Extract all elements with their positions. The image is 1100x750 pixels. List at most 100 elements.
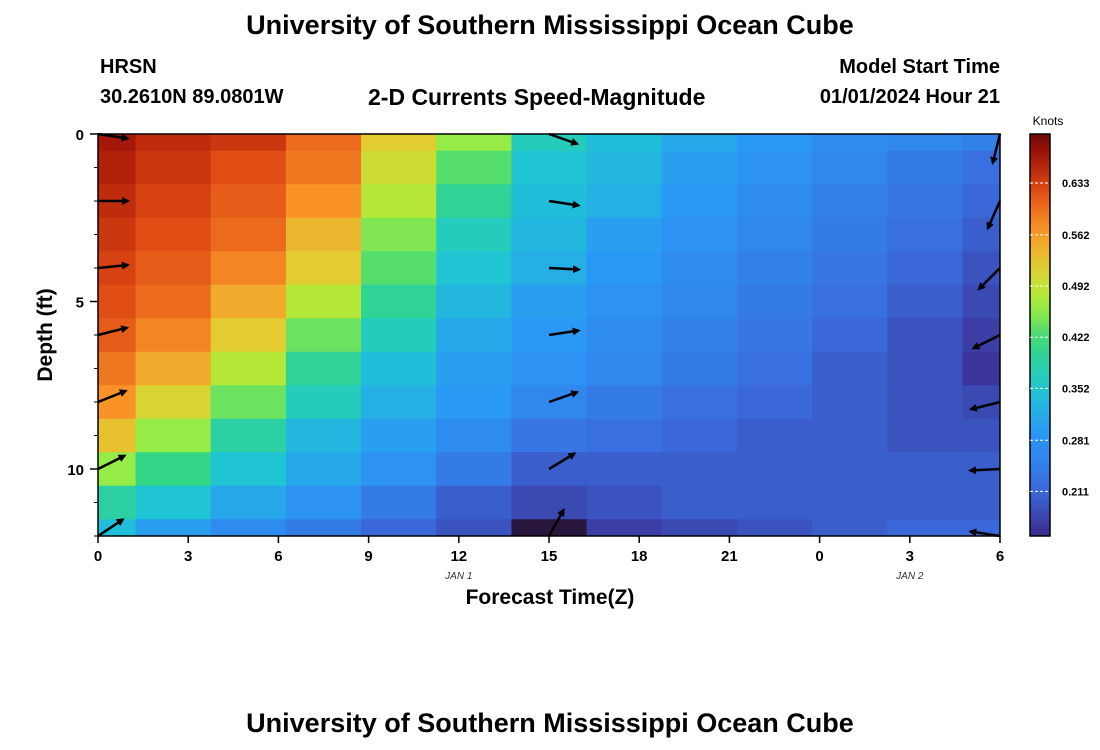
heatmap-cell [812, 184, 888, 219]
heatmap-cell [285, 519, 362, 537]
heatmap-cell [285, 418, 362, 453]
heatmap-cell [812, 284, 888, 319]
heatmap-cell [210, 251, 287, 286]
heatmap-cell [661, 184, 738, 219]
heatmap-cell [887, 217, 963, 252]
heatmap-cell [135, 418, 212, 453]
heatmap-cell [812, 150, 888, 185]
heatmap-cell [736, 150, 813, 185]
heatmap-cell [436, 150, 512, 185]
heatmap-cell [511, 418, 588, 453]
heatmap-cell [962, 351, 1001, 386]
heatmap-cell [361, 452, 437, 487]
heatmap-cell [135, 150, 212, 185]
current-vector-arrow [548, 327, 581, 337]
heatmap-cell [210, 418, 287, 453]
colorbar-title: Knots [1033, 114, 1064, 128]
heatmap-cell [736, 318, 813, 353]
footer-title: University of Southern Mississippi Ocean… [246, 708, 854, 738]
heatmap-cell [98, 519, 137, 537]
heatmap-cell [135, 284, 212, 319]
heatmap-cell [436, 134, 512, 152]
x-tick-label: 6 [274, 548, 282, 565]
heatmap-cell [98, 284, 137, 319]
current-vector-arrow [548, 199, 581, 209]
heatmap-cell [135, 217, 212, 252]
colorbar [1029, 133, 1051, 537]
heatmap-cell [812, 251, 888, 286]
heatmap-cell [736, 134, 813, 152]
heatmap-cell [586, 184, 663, 219]
heatmap-cell [436, 251, 512, 286]
heatmap-cell [361, 318, 437, 353]
heatmap-cell [98, 217, 137, 252]
heatmap-cell [736, 418, 813, 453]
current-vector-arrow [548, 132, 580, 146]
heatmap-cell [586, 519, 663, 537]
heatmap-cell [361, 150, 437, 185]
heatmap-cell [361, 351, 437, 386]
model-start-value: 01/01/2024 Hour 21 [819, 86, 1000, 108]
x-axis: 0 3 6 9 12 15 18 21 0 3 6 JAN 1 JAN 2 [94, 536, 1004, 582]
heatmap-cell [736, 485, 813, 520]
heatmap-cell [98, 318, 137, 353]
current-vector-arrow [971, 333, 1001, 350]
station-coordinates: 30.2610N 89.0801W [100, 86, 284, 108]
heatmap-cell [887, 485, 963, 520]
current-vector-arrow [968, 466, 1001, 475]
x-tick-label: 15 [541, 548, 558, 565]
colorbar-tick-label: 0.633 [1062, 178, 1090, 190]
heatmap-cell [812, 418, 888, 453]
heatmap-cell [661, 251, 738, 286]
heatmap-cell [135, 351, 212, 386]
current-vector-arrow [990, 133, 1002, 166]
colorbar-tick-label: 0.211 [1062, 486, 1089, 498]
heatmap-cell [210, 485, 287, 520]
current-vector-arrow [548, 265, 581, 274]
heatmap-cell [210, 150, 287, 185]
heatmap-cell [962, 134, 1001, 152]
heatmap-cell [586, 452, 663, 487]
heatmap-cell [812, 351, 888, 386]
heatmap-cell [962, 251, 1001, 286]
heatmap-cell [736, 452, 813, 487]
heatmap-cell [887, 150, 963, 185]
date-label: JAN 2 [895, 571, 924, 582]
heatmap-cell [661, 385, 738, 420]
heatmap-cell [436, 217, 512, 252]
heatmap-cell [361, 519, 437, 537]
heatmap-cell [661, 519, 738, 537]
heatmap-cell [511, 519, 588, 537]
heatmap-cell [511, 150, 588, 185]
heatmap-cell [887, 519, 963, 537]
heatmap-cell [586, 485, 663, 520]
heatmap-cell [135, 452, 212, 487]
current-vector-arrow [547, 508, 565, 537]
colorbar-tick-label: 0.422 [1062, 332, 1090, 344]
current-vector-arrow [97, 518, 125, 538]
heatmap-cell [661, 351, 738, 386]
heatmap-cell [285, 284, 362, 319]
y-tick-label: 10 [67, 462, 84, 479]
heatmap-cell [812, 485, 888, 520]
heatmap-cell [887, 251, 963, 286]
heatmap-cell [210, 217, 287, 252]
colorbar-tick-label: 0.352 [1062, 383, 1090, 395]
y-tick-label: 0 [76, 127, 84, 144]
page-title: University of Southern Mississippi Ocean… [246, 10, 854, 40]
heatmap-cell [661, 485, 738, 520]
heatmap-cell [586, 284, 663, 319]
heatmap-cell [135, 318, 212, 353]
heatmap-cell [586, 251, 663, 286]
heatmap-cell [436, 184, 512, 219]
current-vector-arrow [97, 325, 130, 337]
heatmap-cell [962, 284, 1001, 319]
heatmap-cell [361, 184, 437, 219]
heatmap-cell [285, 351, 362, 386]
heatmap-cell [962, 318, 1001, 353]
heatmap-cell [586, 418, 663, 453]
heatmap-cell [887, 418, 963, 453]
heatmap-cell [887, 351, 963, 386]
heatmap-cell [98, 452, 137, 487]
